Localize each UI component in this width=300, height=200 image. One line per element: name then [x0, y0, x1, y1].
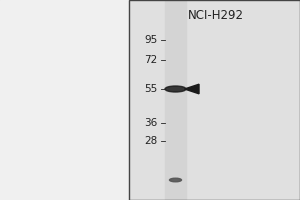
Text: 36: 36: [144, 118, 158, 128]
Ellipse shape: [165, 86, 186, 92]
Bar: [129, 0, 300, 200]
Text: 95: 95: [144, 35, 158, 45]
Polygon shape: [184, 84, 199, 94]
Ellipse shape: [169, 178, 181, 182]
Bar: [129, 0, 300, 200]
Text: 28: 28: [144, 136, 158, 146]
Text: 55: 55: [144, 84, 158, 94]
Bar: [0, 0, 129, 200]
Bar: [165, 0, 186, 200]
Text: NCI-H292: NCI-H292: [188, 9, 244, 22]
Text: 72: 72: [144, 55, 158, 65]
